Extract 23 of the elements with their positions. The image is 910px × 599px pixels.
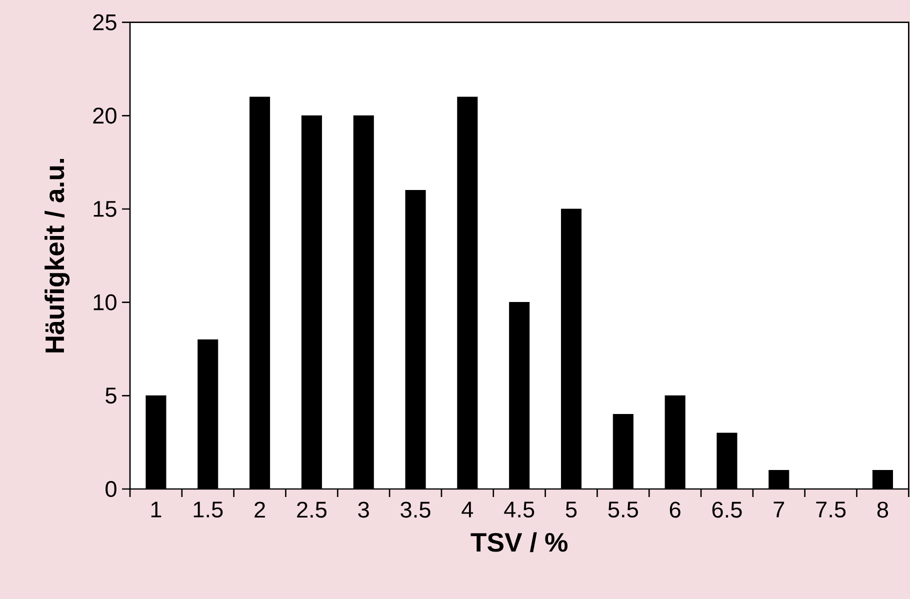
x-axis-title: TSV / % [470, 532, 568, 552]
y-tick-label: 5 [106, 388, 116, 404]
y-tick-label: 0 [106, 480, 116, 498]
y-axis-title: Häufigkeit / a.u. [44, 158, 70, 352]
x-tick-label: 7 [774, 502, 784, 518]
y-tick-label: 10 [94, 294, 116, 310]
x-tick-label: 4.5 [504, 502, 534, 518]
x-tick-label: 2 [254, 502, 265, 518]
y-tick-label: 20 [93, 108, 116, 124]
x-tick-label: 6.5 [712, 502, 742, 518]
y-tick-label: 15 [94, 201, 116, 217]
x-tick-label: 3 [358, 502, 369, 518]
x-tick-label: 1.5 [194, 502, 223, 518]
x-tick-label: 8 [877, 502, 888, 518]
x-tick-label: 3.5 [400, 502, 430, 518]
x-tick-label: 5 [566, 502, 577, 518]
x-tick-label: 5.5 [608, 502, 638, 518]
x-tick-label: 7.5 [816, 502, 846, 518]
x-tick-label: 2.5 [297, 502, 326, 518]
x-tick-label: 6 [670, 502, 680, 518]
x-tick-label: 1 [151, 502, 162, 518]
y-tick-label: 25 [93, 14, 116, 30]
x-tick-label: 4 [462, 502, 474, 518]
